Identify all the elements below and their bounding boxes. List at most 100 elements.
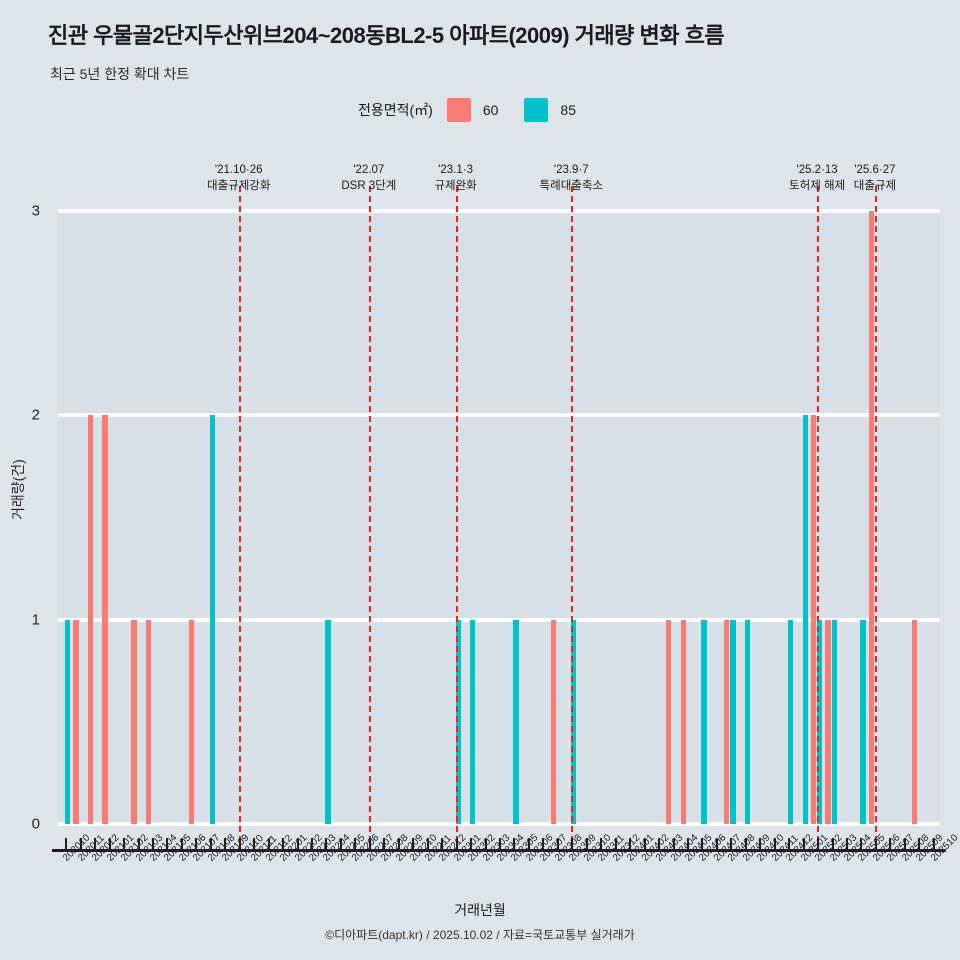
legend-swatch-60 [446, 98, 471, 122]
bar-202011-60[interactable] [73, 619, 79, 824]
annotation-label-202207: '22.07 DSR 3단계 [341, 162, 396, 194]
bar-202108-85[interactable] [209, 415, 216, 824]
annotation-date-202309: '23.9·7 [553, 164, 589, 176]
x-tick-202410 [759, 838, 762, 849]
bar-202305-85[interactable] [513, 619, 519, 824]
x-tick-202504 [846, 838, 849, 849]
x-tick-202209 [397, 838, 400, 849]
y-axis-tick-labels: 0 1 2 3 [0, 203, 48, 833]
x-tick-202502 [817, 838, 820, 849]
legend-title: 전용면적(㎡) [357, 102, 433, 118]
x-tick-202401 [629, 838, 632, 849]
x-tick-202409 [744, 838, 747, 849]
bar-202204-85[interactable] [325, 619, 331, 824]
x-tick-202302 [470, 838, 473, 849]
gridline-y-2 [58, 413, 940, 418]
annotation-line-202301 [455, 186, 458, 852]
x-tick-202311 [600, 838, 603, 849]
bar-202012-60[interactable] [87, 415, 94, 824]
bar-202408-60[interactable] [724, 619, 730, 824]
bar-202308-60[interactable] [550, 619, 556, 824]
bar-202406-85[interactable] [701, 619, 707, 824]
x-tick-202203 [311, 838, 314, 849]
x-tick-202510 [932, 838, 935, 849]
legend-item-60[interactable]: 60 [446, 98, 498, 122]
annotation-date-202207: '22.07 [353, 164, 385, 176]
bar-202412-85[interactable] [788, 619, 794, 824]
bar-202503-60[interactable] [825, 619, 831, 824]
y-tick-label-3: 3 [31, 202, 40, 220]
x-tick-202309 [571, 838, 574, 849]
x-tick-202306 [527, 838, 530, 849]
x-tick-202308 [556, 838, 559, 849]
x-tick-202404 [672, 838, 675, 849]
y-axis-title: 거래량(건) [10, 459, 26, 520]
x-axis-title: 거래년월 [454, 902, 506, 918]
legend-label-85: 85 [560, 102, 576, 118]
x-tick-202206 [354, 838, 357, 849]
annotation-event-202506: 대출규제 [853, 180, 897, 192]
x-tick-202210 [412, 838, 415, 849]
x-tick-202402 [643, 838, 646, 849]
annotation-date-202301: '23.1·3 [438, 164, 474, 176]
x-tick-202111 [253, 838, 256, 849]
bar-202301-85[interactable] [455, 619, 461, 824]
bar-202501-85[interactable] [802, 415, 808, 824]
bar-202309-85[interactable] [571, 619, 577, 824]
x-tick-202110 [238, 838, 241, 849]
x-tick-202305 [513, 838, 516, 849]
bar-202010-85[interactable] [65, 619, 71, 824]
bar-202506-60[interactable] [868, 211, 874, 824]
legend-swatch-85 [524, 98, 549, 122]
page-subtitle: 최근 5년 한정 확대 차트 [50, 66, 190, 82]
x-tick-202101 [108, 838, 111, 849]
bar-202103-60[interactable] [131, 619, 137, 824]
bar-202509-60[interactable] [912, 619, 918, 824]
y-tick-label-2: 2 [31, 406, 40, 424]
bar-202101-60[interactable] [102, 415, 108, 824]
x-tick-202408 [730, 838, 733, 849]
bar-202107-60[interactable] [189, 619, 195, 824]
bar-202302-85[interactable] [470, 619, 476, 824]
x-tick-202506 [874, 838, 877, 849]
bar-202408-85[interactable] [730, 619, 736, 824]
bar-202405-60[interactable] [680, 619, 686, 824]
x-tick-202105 [166, 838, 169, 849]
x-tick-202104 [151, 838, 154, 849]
bar-202404-60[interactable] [666, 619, 672, 824]
x-tick-202501 [802, 838, 805, 849]
x-tick-202507 [889, 838, 892, 849]
y-tick-label-1: 1 [31, 611, 40, 629]
x-tick-202205 [339, 838, 342, 849]
gridline-y-3 [58, 209, 940, 213]
bar-202503-85[interactable] [831, 619, 837, 824]
annotation-label-202309: '23.9·7 특례대출축소 [540, 162, 603, 194]
footer-credit: ©디아파트(dapt.kr) / 2025.10.02 / 자료=국토교통부 실… [325, 928, 635, 942]
annotation-event-202301: 규제완화 [434, 180, 477, 192]
annotation-line-202309 [571, 186, 574, 852]
x-tick-202407 [715, 838, 718, 849]
x-tick-202112 [267, 838, 270, 849]
annotation-event-202309: 특례대출축소 [539, 180, 604, 192]
bar-202505-85[interactable] [860, 619, 866, 824]
legend-item-85[interactable]: 85 [524, 98, 576, 122]
x-tick-202207 [368, 838, 371, 849]
x-tick-202412 [788, 838, 791, 849]
annotation-label-202502: '25.2·13 토허제 해제 [789, 162, 845, 194]
annotation-event-202110: 대출규제강화 [206, 180, 271, 192]
x-tick-202211 [426, 838, 429, 849]
bar-202502-85[interactable] [817, 619, 823, 824]
x-tick-202508 [903, 838, 906, 849]
x-tick-202406 [701, 838, 704, 849]
bar-202104-60[interactable] [145, 619, 151, 824]
bar-202502-60[interactable] [810, 415, 817, 824]
x-tick-202310 [585, 838, 588, 849]
annotation-date-202506: '25.6·27 [854, 164, 896, 176]
annotation-event-202207: DSR 3단계 [341, 180, 397, 192]
x-tick-202303 [484, 838, 487, 849]
annotation-line-202207 [368, 186, 371, 852]
x-tick-202312 [614, 838, 617, 849]
bar-202409-85[interactable] [744, 619, 750, 824]
chart-legend: 전용면적(㎡) 60 85 [0, 98, 960, 122]
